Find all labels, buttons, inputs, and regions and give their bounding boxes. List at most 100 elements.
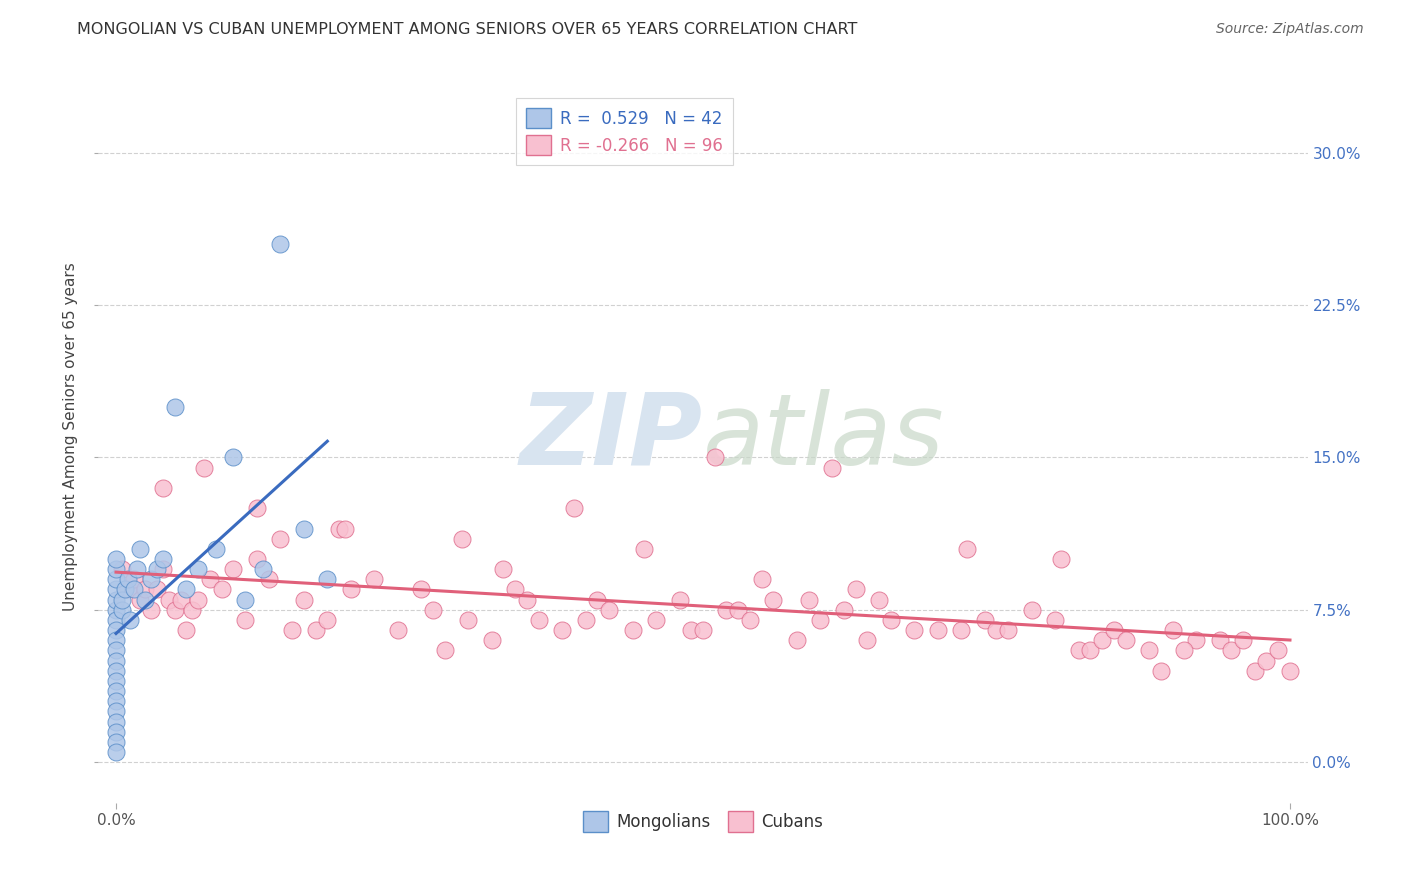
- Point: [575, 613, 598, 627]
- Point: [233, 592, 256, 607]
- Point: [451, 532, 474, 546]
- Point: [169, 592, 191, 607]
- Point: [808, 613, 831, 627]
- Point: [363, 572, 385, 586]
- Y-axis label: Unemployment Among Seniors over 65 years: Unemployment Among Seniors over 65 years: [63, 263, 79, 611]
- Point: [105, 654, 128, 668]
- Point: [681, 623, 703, 637]
- Point: [1091, 633, 1114, 648]
- Point: [333, 521, 356, 535]
- Point: [1267, 643, 1289, 657]
- Point: [1021, 603, 1043, 617]
- Point: [105, 582, 128, 597]
- Point: [105, 623, 128, 637]
- Point: [762, 592, 785, 607]
- Point: [633, 541, 655, 556]
- Point: [738, 613, 761, 627]
- Point: [1208, 633, 1230, 648]
- Point: [503, 582, 526, 597]
- Point: [1185, 633, 1208, 648]
- Point: [105, 684, 128, 698]
- Point: [997, 623, 1019, 637]
- Point: [117, 582, 139, 597]
- Point: [222, 450, 245, 465]
- Point: [950, 623, 973, 637]
- Point: [157, 592, 180, 607]
- Point: [1150, 664, 1173, 678]
- Point: [193, 460, 215, 475]
- Legend: Mongolians, Cubans: Mongolians, Cubans: [576, 805, 830, 838]
- Point: [246, 501, 269, 516]
- Point: [187, 562, 209, 576]
- Point: [598, 603, 620, 617]
- Point: [316, 572, 339, 586]
- Text: atlas: atlas: [703, 389, 945, 485]
- Point: [152, 552, 174, 566]
- Point: [105, 705, 128, 719]
- Point: [211, 582, 233, 597]
- Point: [845, 582, 868, 597]
- Point: [292, 521, 315, 535]
- Point: [692, 623, 714, 637]
- Point: [105, 664, 128, 678]
- Point: [856, 633, 879, 648]
- Point: [716, 603, 738, 617]
- Point: [727, 603, 749, 617]
- Point: [821, 460, 844, 475]
- Point: [1220, 643, 1243, 657]
- Point: [1080, 643, 1102, 657]
- Point: [1173, 643, 1195, 657]
- Point: [751, 572, 773, 586]
- Point: [1278, 664, 1301, 678]
- Point: [105, 603, 128, 617]
- Point: [105, 745, 128, 759]
- Text: MONGOLIAN VS CUBAN UNEMPLOYMENT AMONG SENIORS OVER 65 YEARS CORRELATION CHART: MONGOLIAN VS CUBAN UNEMPLOYMENT AMONG SE…: [77, 22, 858, 37]
- Point: [645, 613, 668, 627]
- Point: [152, 481, 174, 495]
- Point: [316, 613, 339, 627]
- Point: [105, 552, 128, 566]
- Point: [703, 450, 725, 465]
- Point: [114, 582, 136, 597]
- Point: [986, 623, 1008, 637]
- Point: [956, 541, 979, 556]
- Point: [152, 562, 174, 576]
- Point: [122, 582, 145, 597]
- Point: [222, 562, 245, 576]
- Point: [122, 572, 145, 586]
- Point: [481, 633, 503, 648]
- Point: [527, 613, 550, 627]
- Point: [105, 714, 128, 729]
- Point: [134, 592, 156, 607]
- Point: [1102, 623, 1125, 637]
- Point: [422, 603, 444, 617]
- Point: [105, 643, 128, 657]
- Point: [176, 623, 198, 637]
- Point: [551, 623, 574, 637]
- Point: [257, 572, 280, 586]
- Point: [204, 541, 226, 556]
- Point: [252, 562, 274, 576]
- Point: [105, 724, 128, 739]
- Point: [832, 603, 855, 617]
- Point: [1067, 643, 1090, 657]
- Point: [105, 572, 128, 586]
- Point: [1243, 664, 1265, 678]
- Point: [233, 613, 256, 627]
- Point: [292, 592, 315, 607]
- Point: [163, 400, 186, 414]
- Text: Source: ZipAtlas.com: Source: ZipAtlas.com: [1216, 22, 1364, 37]
- Point: [973, 613, 995, 627]
- Point: [146, 562, 169, 576]
- Point: [786, 633, 808, 648]
- Point: [1115, 633, 1137, 648]
- Point: [120, 613, 142, 627]
- Point: [246, 552, 269, 566]
- Point: [105, 592, 128, 607]
- Point: [868, 592, 890, 607]
- Text: ZIP: ZIP: [520, 389, 703, 485]
- Point: [105, 562, 128, 576]
- Point: [141, 572, 163, 586]
- Point: [127, 562, 149, 576]
- Point: [198, 572, 221, 586]
